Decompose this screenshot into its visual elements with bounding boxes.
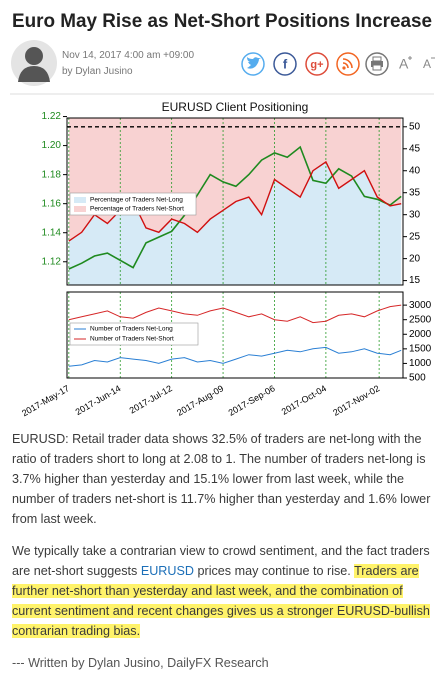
y2-tick-label: 40 <box>409 165 421 176</box>
x-tick-label: 2017-Aug-09 <box>175 383 225 418</box>
avatar <box>11 40 57 86</box>
plot-frame <box>66 117 404 286</box>
rss-button[interactable] <box>336 52 360 76</box>
legend-label: Percentage of Traders Net-Short <box>90 206 184 213</box>
y-tick-label: 1.16 <box>42 198 62 209</box>
page: {"header": {"title": "Euro May Rise as N… <box>10 11 435 670</box>
chart: EURUSD Client Positioning 2017-May-17 201… <box>20 100 432 418</box>
y-tick-label: 2500 <box>409 314 432 325</box>
x-tick-label: 2017-May-17 <box>20 383 71 418</box>
google-icon: g+ <box>310 59 323 71</box>
paragraph: EURUSD: Retail trader data shows 32.5% o… <box>12 432 431 526</box>
author: by Dylan Jusino <box>62 66 133 77</box>
font-up-icon: A <box>399 56 409 72</box>
trader-count-line <box>68 304 402 324</box>
y2-tick-label: 50 <box>409 121 421 132</box>
twitter-button[interactable] <box>241 52 265 76</box>
date: Nov 14, 2017 4:00 am +09:00 <box>62 50 195 61</box>
y-tick-label: 1000 <box>409 358 432 369</box>
chart-title: EURUSD Client Positioning <box>162 100 309 114</box>
legend-label: Percentage of Traders Net-Long <box>90 197 183 204</box>
font-down-icon: A <box>423 57 431 71</box>
footer: --- Written by Dylan Jusino, DailyFX Res… <box>12 656 269 670</box>
y-tick-label: 3000 <box>409 300 432 311</box>
facebook-button[interactable]: f <box>273 52 297 76</box>
legend-label: Number of Traders Net-Long <box>90 326 173 333</box>
legend-box <box>69 322 199 346</box>
plot-frame <box>66 291 404 379</box>
y2-tick-label: 25 <box>409 231 421 242</box>
google-button[interactable]: g+ <box>305 52 329 76</box>
legend-box <box>69 192 197 216</box>
y-tick-label: 1500 <box>409 343 432 354</box>
legend-swatch <box>74 206 86 212</box>
y-tick-label: 500 <box>409 373 426 384</box>
y2-tick-label: 15 <box>409 275 421 286</box>
legend-swatch <box>74 197 86 203</box>
x-tick-label: 2017-Nov-02 <box>331 383 381 418</box>
font-up-button[interactable]: A <box>399 56 412 72</box>
y-tick-label: 1.14 <box>42 227 62 238</box>
x-tick-label: 2017-Jul-12 <box>128 383 174 415</box>
x-tick-label: 2017-Sep-06 <box>227 383 277 418</box>
y2-tick-label: 20 <box>409 253 421 264</box>
facebook-icon: f <box>283 56 288 71</box>
y2-tick-label: 30 <box>409 209 421 220</box>
legend-label: Number of Traders Net-Short <box>90 336 174 343</box>
y2-tick-label: 45 <box>409 143 421 154</box>
header: Euro May Rise as Net-Short Positions Inc… <box>10 11 435 95</box>
trader-count-line <box>68 346 402 367</box>
article: EURUSD: Retail trader data shows 32.5% o… <box>12 429 434 685</box>
x-tick-label: 2017-Jun-14 <box>74 383 123 417</box>
y-tick-label: 1.12 <box>42 256 62 267</box>
net-long-area <box>68 161 402 285</box>
y-tick-label: 1.20 <box>42 140 62 151</box>
x-tick-label: 2017-Oct-04 <box>280 383 328 417</box>
paragraph: We typically take a contrarian view to c… <box>12 541 434 641</box>
font-down-button[interactable]: A <box>423 57 435 71</box>
y-tick-label: 1.18 <box>42 169 62 180</box>
meta: Nov 14, 2017 4:00 am +09:00 by Dylan Jus… <box>62 48 194 80</box>
y2-tick-label: 35 <box>409 187 421 198</box>
print-button[interactable] <box>365 52 389 76</box>
price-line <box>68 145 402 270</box>
y-tick-label: 1.22 <box>42 111 62 122</box>
text: We typically take a contrarian view to c… <box>12 544 430 578</box>
text: prices may continue to rise. <box>194 564 355 578</box>
y-tick-label: 2000 <box>409 329 432 340</box>
article-title: Euro May Rise as Net-Short Positions Inc… <box>12 11 432 32</box>
link[interactable]: EURUSD <box>140 564 194 578</box>
